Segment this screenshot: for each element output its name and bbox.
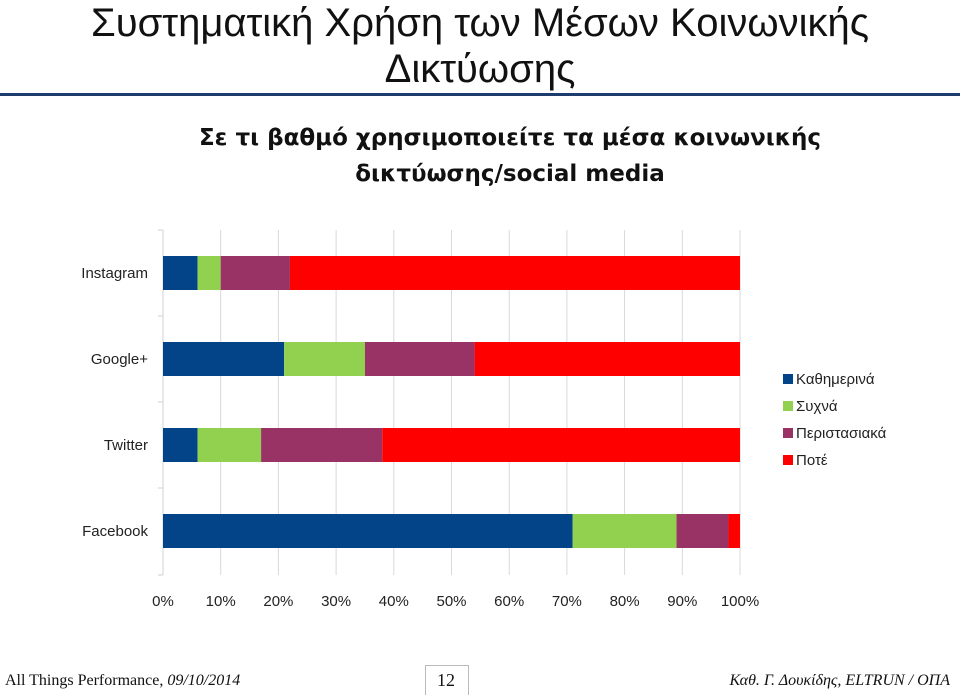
- slide-title-line1: Συστηματική Χρήση των Μέσων Κοινωνικής: [90, 1, 869, 45]
- page-number-box: [425, 665, 469, 695]
- legend-label: Ποτέ: [796, 452, 828, 469]
- bar-segment: [163, 342, 285, 376]
- category-label: Twitter: [104, 437, 148, 454]
- footer-date: 09/10/2014: [167, 672, 241, 689]
- x-tick-label: 70%: [552, 593, 582, 610]
- category-label: Google+: [91, 351, 148, 368]
- category-label: Facebook: [82, 523, 148, 540]
- bar-segment: [364, 342, 475, 376]
- bar-segment: [163, 428, 198, 462]
- footer-author: Καθ. Γ. Δουκίδης, ELTRUN / ΟΠΑ: [729, 672, 950, 689]
- footer-event: All Things Performance,: [5, 672, 168, 689]
- chart-title-line1: Σε τι βαθμό χρησιμοποιείτε τα μέσα κοινω…: [198, 125, 822, 151]
- bar-segment: [572, 514, 677, 548]
- chart-title-line2: δικτύωσης/social media: [355, 161, 665, 187]
- x-tick-label: 30%: [321, 593, 351, 610]
- legend-label: Συχνά: [796, 398, 838, 415]
- bar-segment: [197, 256, 221, 290]
- bar-segment: [197, 428, 262, 462]
- x-tick-label: 40%: [379, 593, 409, 610]
- x-tick-label: 100%: [721, 593, 759, 610]
- x-tick-label: 20%: [263, 593, 293, 610]
- bar-segment: [474, 342, 740, 376]
- x-tick-label: 0%: [152, 593, 174, 610]
- legend-swatch: [783, 455, 793, 465]
- bar-segment: [163, 514, 573, 548]
- bar-segment: [261, 428, 383, 462]
- chart-title: Σε τι βαθμό χρησιμοποιείτε τα μέσα κοινω…: [150, 120, 870, 192]
- title-divider: [0, 93, 960, 96]
- legend-label: Καθημερινά: [796, 371, 875, 388]
- category-label: Instagram: [81, 265, 148, 282]
- bar-segment: [676, 514, 729, 548]
- page-number: 12: [437, 670, 455, 690]
- x-tick-label: 80%: [610, 593, 640, 610]
- slide-title: Συστηματική Χρήση των Μέσων Κοινωνικής Δ…: [0, 0, 960, 92]
- legend-swatch: [783, 428, 793, 438]
- bar-segment: [289, 256, 740, 290]
- bar-segment: [284, 342, 365, 376]
- legend-swatch: [783, 374, 793, 384]
- footer-left: All Things Performance, 09/10/2014: [5, 672, 240, 690]
- x-tick-label: 90%: [667, 593, 697, 610]
- slide-title-line2: Δικτύωσης: [384, 47, 576, 91]
- legend-label: Περιστασιακά: [796, 425, 887, 442]
- x-tick-label: 10%: [206, 593, 236, 610]
- x-tick-label: 50%: [436, 593, 466, 610]
- bar-segment: [728, 514, 740, 548]
- stacked-bar-chart: Instagram Google+ Twitter Facebook 0% 10% 20% 3…: [81, 229, 887, 610]
- bar-segment: [163, 256, 198, 290]
- bar-segment: [220, 256, 290, 290]
- bar-segment: [382, 428, 740, 462]
- legend-swatch: [783, 401, 793, 411]
- x-tick-label: 60%: [494, 593, 524, 610]
